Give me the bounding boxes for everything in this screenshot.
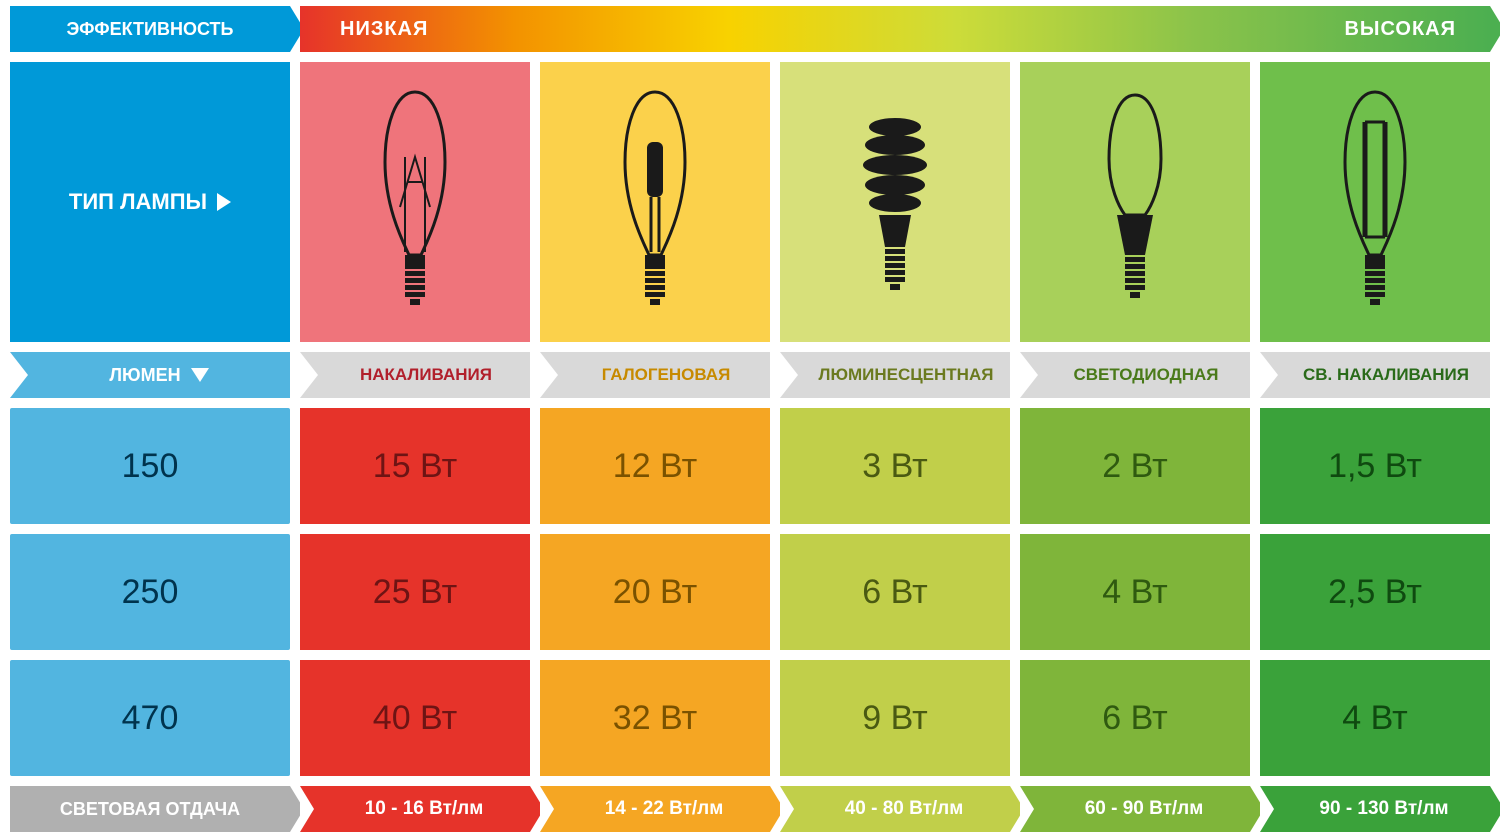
watt-cell: 12 Вт xyxy=(540,408,770,524)
watt-cell: 9 Вт xyxy=(780,660,1010,776)
efficiency-cell: 10 - 16 Вт/лм xyxy=(300,786,530,832)
lamp-type-label: ТИП ЛАМПЫ xyxy=(10,62,290,342)
lamp-halogen xyxy=(540,62,770,342)
watt-cell: 40 Вт xyxy=(300,660,530,776)
lumen-cell: 250 xyxy=(10,534,290,650)
watt-cell: 25 Вт xyxy=(300,534,530,650)
column-header: ЛЮМИНЕСЦЕНТНАЯ xyxy=(780,352,1010,398)
comparison-table: ЭФФЕКТИВНОСТЬ НИЗКАЯ ВЫСОКАЯ ТИП ЛАМПЫ xyxy=(0,0,1500,836)
lamp-cfl xyxy=(780,62,1010,342)
column-header: СВ. НАКАЛИВАНИЯ xyxy=(1260,352,1490,398)
lamp-filament-led xyxy=(1260,62,1490,342)
luminous-output-label: СВЕТОВАЯ ОТДАЧА xyxy=(10,786,290,832)
watt-cell: 3 Вт xyxy=(780,408,1010,524)
lumen-cell: 470 xyxy=(10,660,290,776)
lumen-header-text: ЛЮМЕН xyxy=(109,365,180,386)
watt-cell: 1,5 Вт xyxy=(1260,408,1490,524)
watt-cell: 32 Вт xyxy=(540,660,770,776)
lumen-cell: 150 xyxy=(10,408,290,524)
watt-cell: 2,5 Вт xyxy=(1260,534,1490,650)
efficiency-cell: 90 - 130 Вт/лм xyxy=(1260,786,1490,832)
efficiency-gradient-bar: НИЗКАЯ ВЫСОКАЯ xyxy=(300,6,1490,52)
halogen-bulb-icon xyxy=(605,87,705,317)
column-header: СВЕТОДИОДНАЯ xyxy=(1020,352,1250,398)
column-header: НАКАЛИВАНИЯ xyxy=(300,352,530,398)
incandescent-bulb-icon xyxy=(365,87,465,317)
watt-cell: 4 Вт xyxy=(1020,534,1250,650)
watt-cell: 6 Вт xyxy=(1020,660,1250,776)
watt-cell: 20 Вт xyxy=(540,534,770,650)
watt-cell: 4 Вт xyxy=(1260,660,1490,776)
efficiency-cell: 14 - 22 Вт/лм xyxy=(540,786,770,832)
efficiency-cell: 60 - 90 Вт/лм xyxy=(1020,786,1250,832)
triangle-down-icon xyxy=(191,368,209,382)
cfl-bulb-icon xyxy=(845,87,945,317)
watt-cell: 6 Вт xyxy=(780,534,1010,650)
lamp-led xyxy=(1020,62,1250,342)
efficiency-cell: 40 - 80 Вт/лм xyxy=(780,786,1010,832)
column-header: ГАЛОГЕНОВАЯ xyxy=(540,352,770,398)
efficiency-label: ЭФФЕКТИВНОСТЬ xyxy=(10,6,290,52)
watt-cell: 15 Вт xyxy=(300,408,530,524)
lamp-incandescent xyxy=(300,62,530,342)
low-label: НИЗКАЯ xyxy=(340,18,428,41)
triangle-right-icon xyxy=(217,193,231,211)
filament-led-bulb-icon xyxy=(1325,87,1425,317)
lamp-type-text: ТИП ЛАМПЫ xyxy=(69,189,207,215)
lumen-header: ЛЮМЕН xyxy=(10,352,290,398)
watt-cell: 2 Вт xyxy=(1020,408,1250,524)
high-label: ВЫСОКАЯ xyxy=(1344,18,1456,41)
led-bulb-icon xyxy=(1085,87,1185,317)
